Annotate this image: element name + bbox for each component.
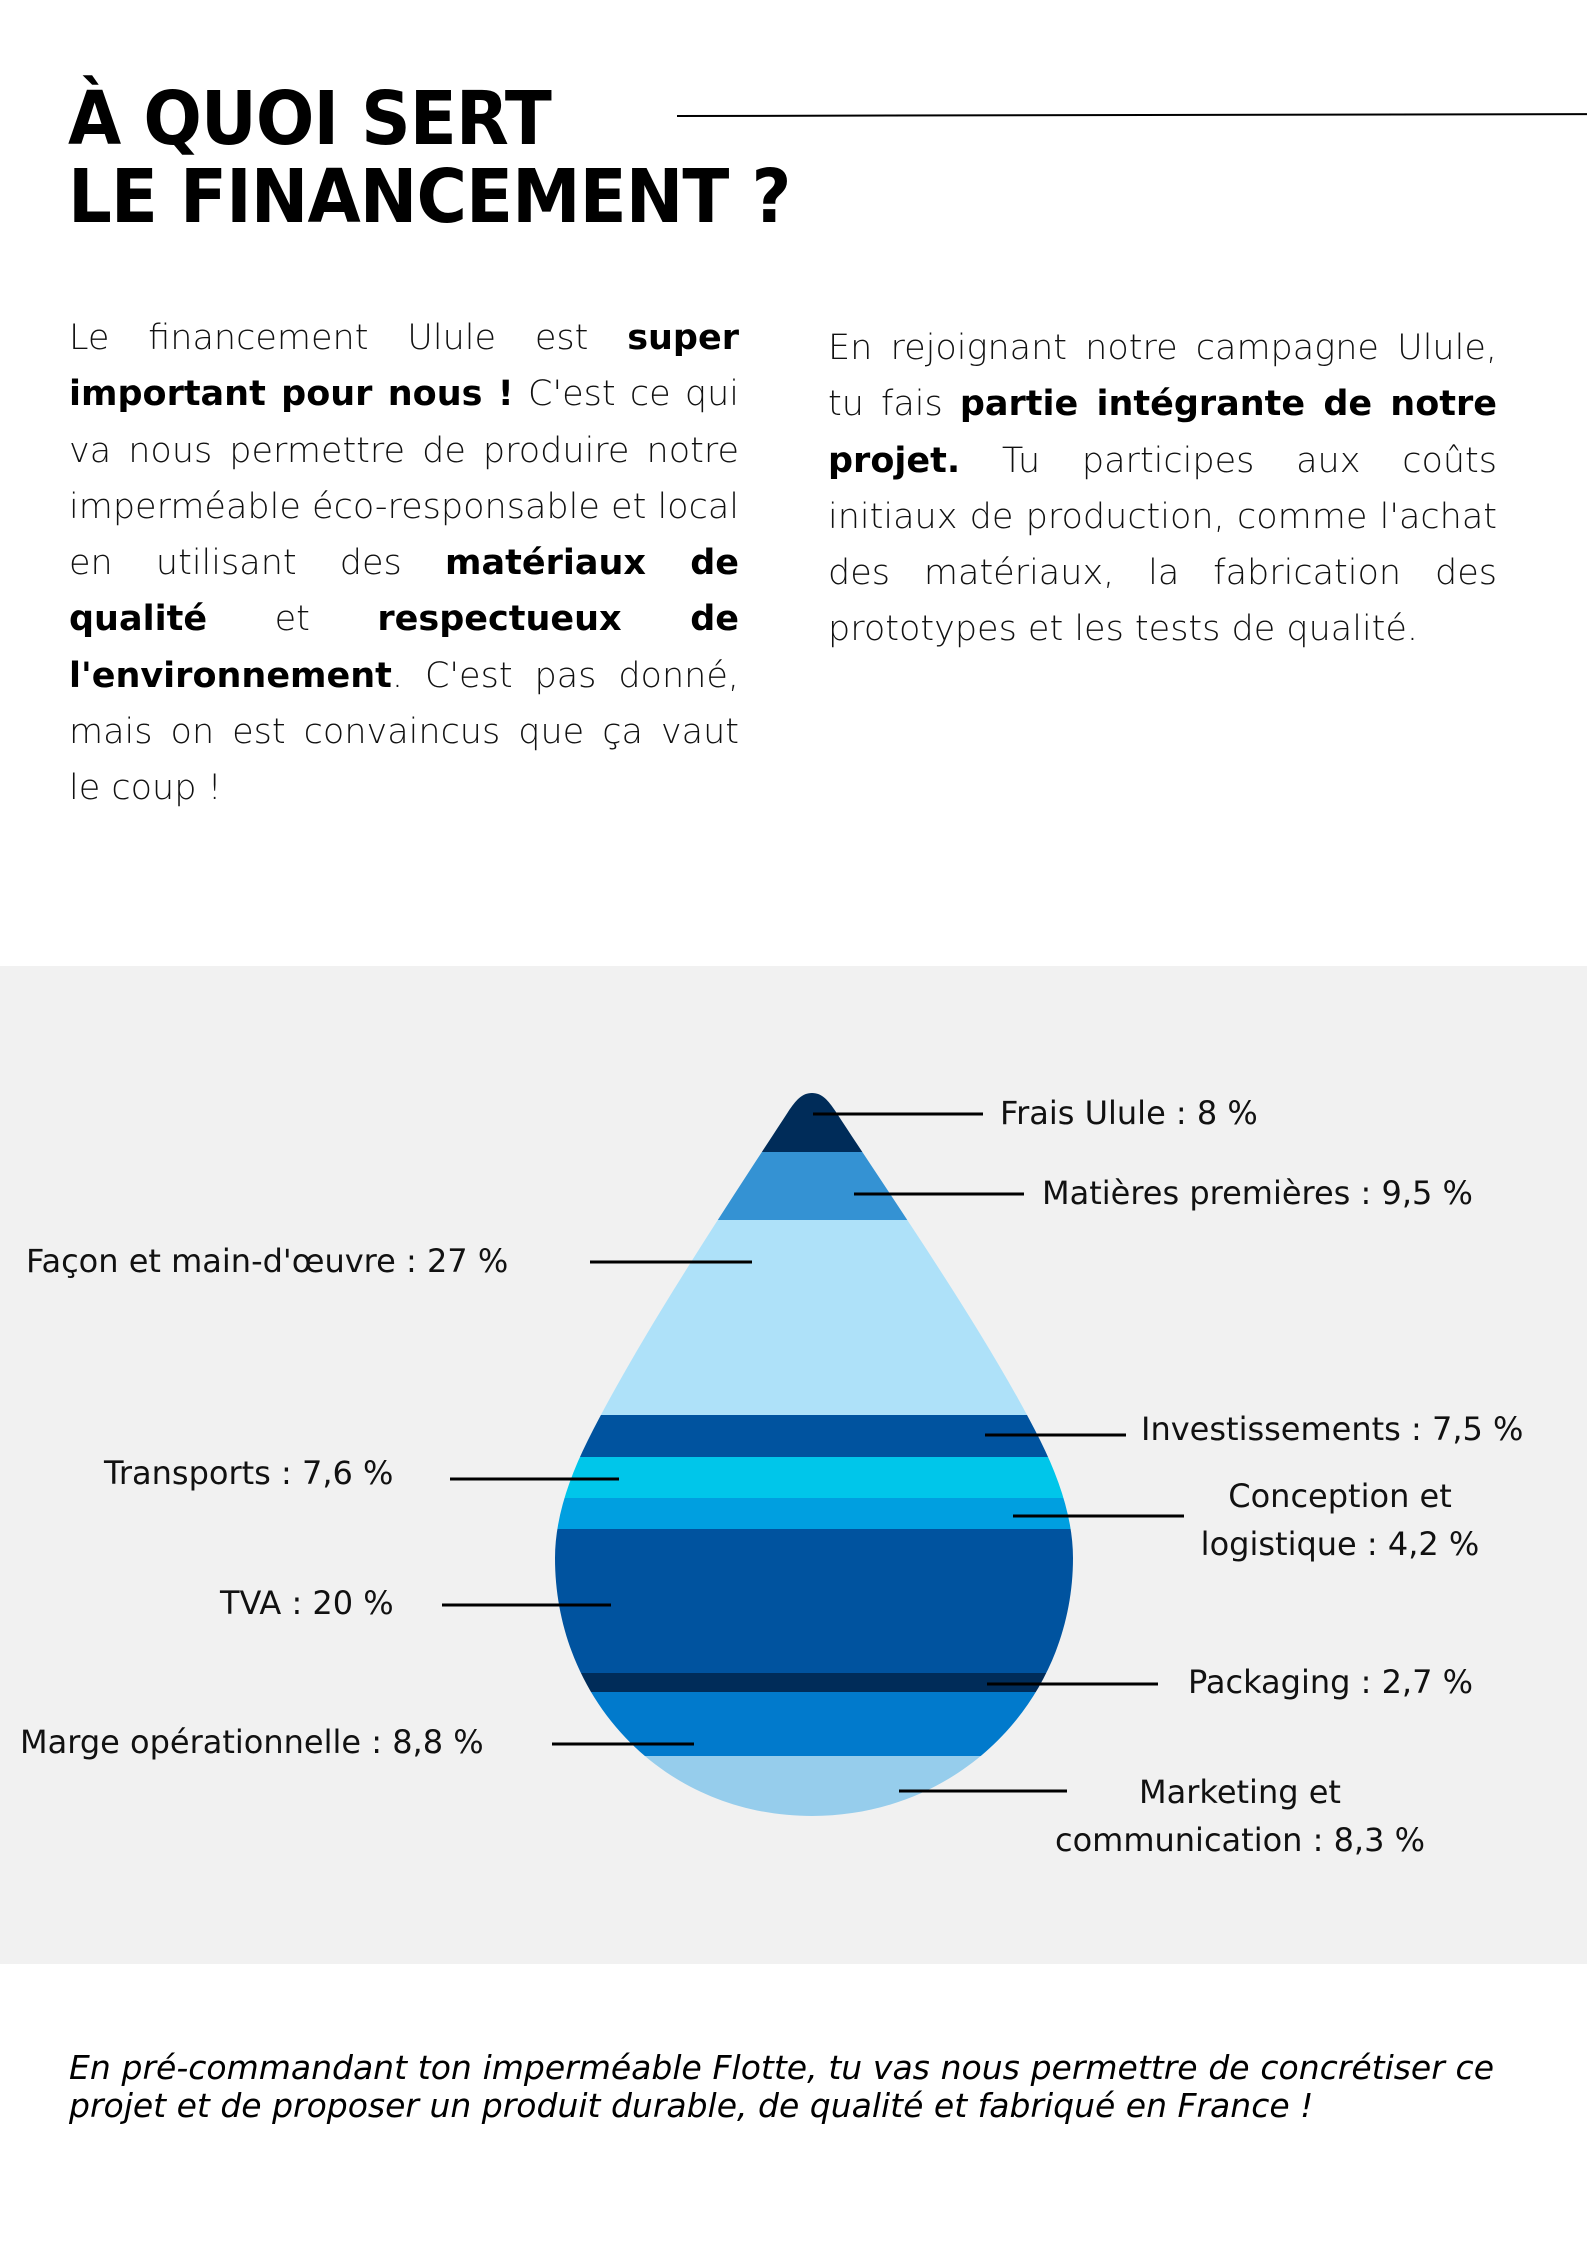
text: C'est ce qui va nous permettre de produi…: [69, 374, 739, 584]
label-frais-ulule: Frais Ulule : 8 %: [1000, 1094, 1258, 1132]
title-line-1: À QUOI SERT: [68, 76, 552, 162]
title-line-2: LE FINANCEMENT ?: [68, 154, 791, 240]
label-facon: Façon et main-d'œuvre : 27 %: [26, 1242, 509, 1280]
label-marge: Marge opérationnelle : 8,8 %: [20, 1723, 484, 1761]
text: Tu participes aux coûts initiaux de prod…: [828, 440, 1497, 650]
label-conception-line2: logistique : 4,2 %: [1200, 1525, 1480, 1563]
drop-bands: [555, 1093, 1073, 1816]
label-marketing-line1: Marketing et: [1139, 1773, 1341, 1811]
label-matieres: Matières premières : 9,5 %: [1042, 1174, 1473, 1212]
leader-lines: [442, 1112, 1184, 1793]
band-marge: [555, 1692, 1073, 1756]
emphasis: super important pour nous !: [69, 318, 739, 415]
emphasis: matériaux de qualité: [69, 543, 740, 640]
band-transports: [555, 1457, 1073, 1498]
intro-paragraph-right: En rejoignant notre campagne Ulule, tu f…: [828, 320, 1497, 658]
label-transports: Transports : 7,6 %: [104, 1454, 394, 1492]
label-tva: TVA : 20 %: [220, 1584, 394, 1622]
label-conception: Conception et logistique : 4,2 %: [1200, 1472, 1480, 1568]
label-investissements: Investissements : 7,5 %: [1141, 1410, 1524, 1448]
band-matieres: [555, 1152, 1073, 1220]
band-packaging: [555, 1673, 1073, 1692]
emphasis: partie intégrante de notre projet.: [828, 384, 1497, 481]
band-conception: [555, 1498, 1073, 1529]
footer-note: En pré-commandant ton imperméable Flotte…: [69, 2048, 1494, 2125]
text: Le financement Ulule est: [69, 318, 628, 358]
text: . C'est pas donné, mais on est convaincu…: [69, 655, 739, 809]
label-conception-line1: Conception et: [1228, 1477, 1452, 1515]
emphasis: respectueux de l'environnement: [69, 599, 739, 696]
page-title: À QUOI SERT LE FINANCEMENT ?: [68, 80, 791, 236]
band-tva: [555, 1529, 1073, 1673]
text: et: [207, 599, 378, 640]
label-marketing: Marketing et communication : 8,3 %: [1020, 1768, 1460, 1864]
band-facon: [555, 1220, 1073, 1415]
intro-paragraph-left: Le financement Ulule est super important…: [69, 310, 739, 817]
label-marketing-line2: communication : 8,3 %: [1054, 1821, 1426, 1859]
text: En rejoignant notre campagne Ulule, tu f…: [828, 328, 1497, 425]
label-packaging: Packaging : 2,7 %: [1188, 1663, 1474, 1701]
